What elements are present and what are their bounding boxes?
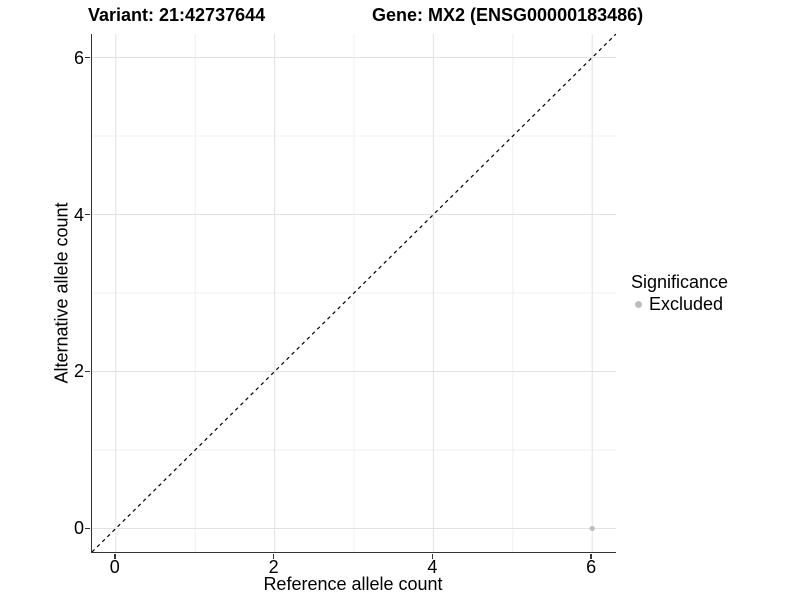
plot-area-svg bbox=[92, 34, 616, 552]
identity-line bbox=[92, 34, 616, 552]
y-tick-label: 4 bbox=[73, 204, 84, 225]
x-tick-mark bbox=[114, 554, 116, 559]
x-tick-label: 0 bbox=[109, 557, 120, 577]
y-tick-mark bbox=[85, 370, 90, 373]
x-tick-mark bbox=[272, 554, 275, 559]
data-point bbox=[589, 525, 595, 532]
variant-title: Variant: 21:42737644 bbox=[88, 5, 266, 25]
x-axis-title: Reference allele count bbox=[263, 574, 443, 594]
y-tick-mark bbox=[85, 56, 90, 59]
legend-item-label: Excluded bbox=[649, 294, 724, 314]
y-tick-mark bbox=[85, 527, 90, 530]
x-tick-mark bbox=[431, 554, 434, 559]
y-tick-label: 2 bbox=[73, 361, 84, 382]
legend: Significance Excluded bbox=[631, 271, 728, 315]
x-tick-label: 4 bbox=[427, 557, 438, 577]
y-tick-mark bbox=[85, 213, 90, 216]
legend-title: Significance bbox=[631, 272, 729, 292]
x-tick-label: 6 bbox=[586, 557, 597, 577]
y-tick-label: 6 bbox=[73, 47, 84, 68]
legend-items: Excluded bbox=[631, 294, 728, 315]
x-tick-mark bbox=[590, 554, 592, 559]
legend-key-dot-icon bbox=[635, 301, 642, 308]
y-tick-label: 0 bbox=[73, 518, 84, 539]
gene-title: Gene: MX2 (ENSG00000183486) bbox=[372, 5, 644, 25]
y-axis-title: Alternative allele count bbox=[51, 202, 72, 384]
plot-panel bbox=[91, 34, 616, 553]
legend-item: Excluded bbox=[631, 294, 728, 315]
x-tick-label: 2 bbox=[268, 557, 279, 577]
